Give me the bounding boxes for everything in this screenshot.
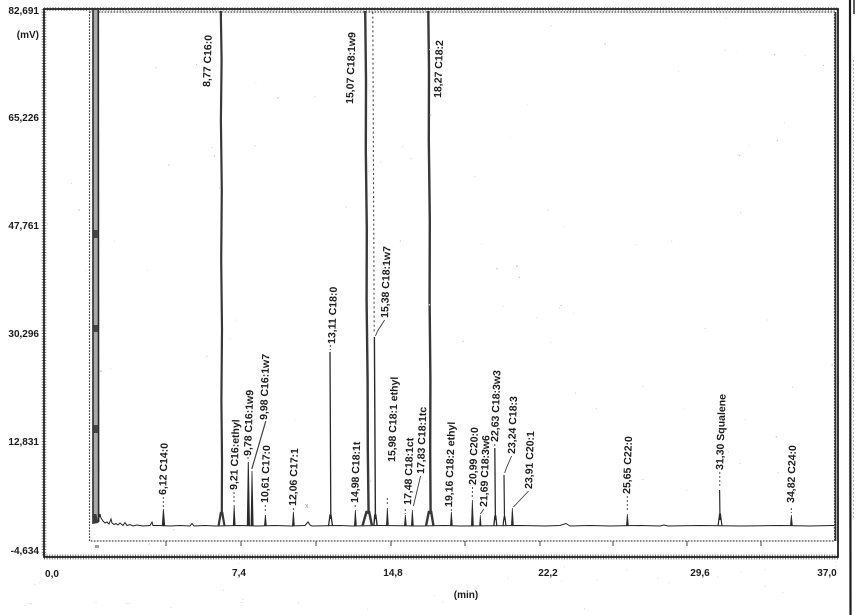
svg-text:7,4: 7,4	[232, 568, 246, 579]
svg-text:12,831: 12,831	[8, 437, 39, 448]
svg-text:82,691: 82,691	[8, 6, 39, 17]
svg-text:17,48 C18:1ct: 17,48 C18:1ct	[402, 437, 416, 505]
svg-text:31,30 Squalene: 31,30 Squalene	[714, 394, 729, 470]
svg-text:18,27 C18:2: 18,27 C18:2	[432, 40, 446, 98]
svg-text:30,296: 30,296	[8, 329, 39, 340]
svg-text:25,65 C22:0: 25,65 C22:0	[621, 436, 635, 494]
svg-text:10,61 C17:0: 10,61 C17:0	[259, 445, 273, 503]
svg-text:37,0: 37,0	[817, 568, 837, 579]
svg-text:22,2: 22,2	[538, 568, 558, 579]
svg-text:22,63 C18:3w3: 22,63 C18:3w3	[489, 370, 504, 442]
svg-text:20,99 C20:0: 20,99 C20:0	[467, 427, 481, 485]
svg-text:19,16 C18:2 ethyl: 19,16 C18:2 ethyl	[443, 421, 458, 507]
svg-text:47,761: 47,761	[8, 221, 39, 232]
svg-text:29,6: 29,6	[690, 568, 710, 579]
svg-text:14,98 C18:1t: 14,98 C18:1t	[349, 441, 363, 503]
svg-text:6,12 C14:0: 6,12 C14:0	[157, 443, 171, 495]
svg-text:8,77 C16:0: 8,77 C16:0	[201, 35, 215, 87]
svg-text:.,: .,	[28, 599, 32, 606]
svg-text:12,06 C17:1: 12,06 C17:1	[287, 448, 301, 506]
svg-text:34,82 C24:0: 34,82 C24:0	[785, 445, 799, 503]
svg-text:9,98 C16:1w7: 9,98 C16:1w7	[258, 354, 272, 420]
svg-text:21,69 C18:3w6: 21,69 C18:3w6	[478, 435, 493, 507]
svg-text:14,8: 14,8	[383, 568, 403, 579]
svg-text:x: x	[305, 503, 309, 510]
svg-text:-4,634: -4,634	[11, 546, 40, 557]
svg-text:17,83 C18:1tc: 17,83 C18:1tc	[415, 406, 429, 474]
svg-text:9,21 C16:ethyl: 9,21 C16:ethyl	[228, 419, 242, 490]
svg-text:15,38 C18:1w7: 15,38 C18:1w7	[379, 246, 394, 318]
svg-text:.: .	[95, 598, 97, 605]
svg-text:15,07 C18:1w9: 15,07 C18:1w9	[344, 32, 359, 104]
svg-text:23,91 C20:1: 23,91 C20:1	[523, 431, 537, 489]
svg-text:23,24 C18:3: 23,24 C18:3	[506, 396, 520, 454]
svg-text:9,78 C16:1w9: 9,78 C16:1w9	[242, 390, 256, 456]
svg-text:15,98 C18:1 ethyl: 15,98 C18:1 ethyl	[386, 376, 401, 462]
svg-text:.:: .:	[240, 598, 244, 605]
svg-text:(mV): (mV)	[17, 30, 39, 41]
svg-text:(min): (min)	[454, 590, 478, 601]
svg-text:...: ...	[125, 599, 131, 606]
svg-text:13,11 C18:0: 13,11 C18:0	[326, 286, 340, 344]
svg-text:65,226: 65,226	[8, 113, 39, 124]
svg-text:0,0: 0,0	[45, 569, 59, 580]
